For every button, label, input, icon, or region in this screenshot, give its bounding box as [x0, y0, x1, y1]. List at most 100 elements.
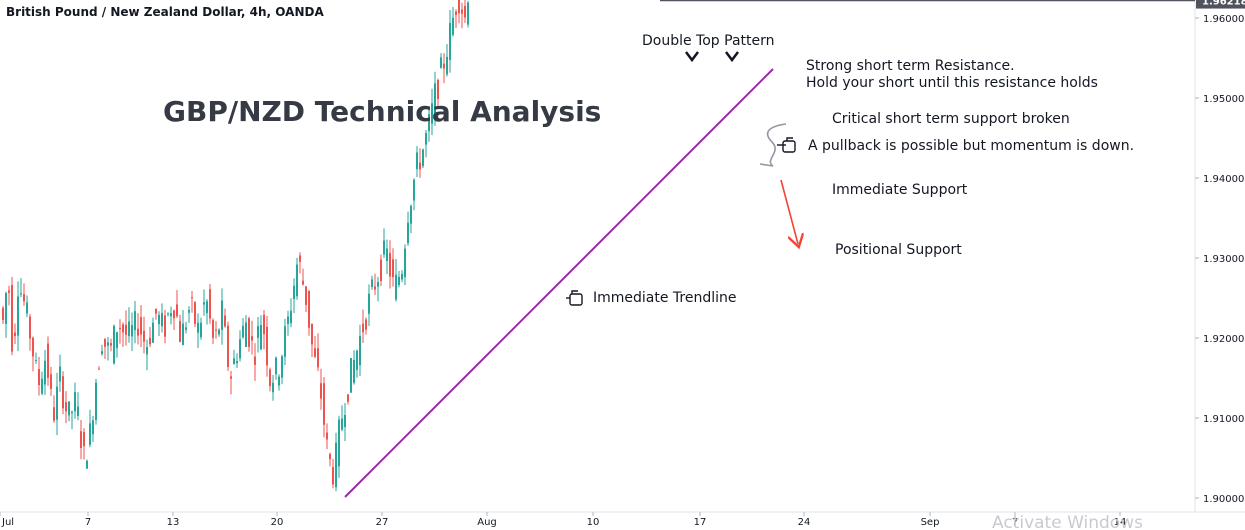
hand-pointer-icon	[777, 137, 796, 153]
candle-body	[197, 322, 199, 333]
candles	[2, 0, 469, 492]
candle-body	[293, 285, 295, 300]
candle-body	[146, 346, 148, 355]
candle-body	[305, 286, 307, 305]
projection-arrow[interactable]	[780, 179, 798, 244]
symbol-header[interactable]: British Pound / New Zealand Dollar, 4h, …	[6, 5, 324, 19]
candle-body	[341, 418, 343, 430]
candle-body	[389, 253, 391, 277]
candle-body	[251, 336, 253, 341]
candle-body	[416, 152, 418, 170]
candle-body	[323, 383, 325, 425]
candle-body	[62, 376, 64, 409]
candle-body	[458, 0, 460, 14]
x-tick-label: 17	[694, 517, 707, 528]
candle-body	[206, 301, 208, 314]
candle-body	[239, 339, 241, 359]
candle-body	[188, 309, 190, 313]
plot-area[interactable]	[0, 0, 1195, 512]
candle-body	[326, 432, 328, 440]
price-axis[interactable]: 1.90000 1.91000 1.92000 1.93000 1.94000 1.950…	[1195, 0, 1244, 505]
candle-body	[446, 56, 448, 75]
candle-body	[383, 240, 385, 255]
candle-body	[257, 325, 259, 338]
candle-body	[353, 359, 355, 383]
candle-body	[260, 325, 262, 350]
candle-body	[233, 358, 235, 364]
candle-body	[221, 300, 223, 330]
candle-body	[377, 282, 379, 287]
candle-body	[179, 321, 181, 342]
candle-body	[122, 324, 124, 333]
candle-body	[245, 322, 247, 347]
candle-body	[5, 292, 7, 324]
candle-body	[395, 274, 397, 300]
candle-body	[11, 284, 13, 352]
candle-body	[407, 222, 409, 244]
double-top-label: Double Top Pattern	[642, 33, 775, 49]
candle-body	[191, 297, 193, 299]
positional-support-label: Positional Support	[835, 242, 962, 258]
candle-body	[329, 453, 331, 460]
candle-body	[236, 360, 238, 364]
pullback-label: A pullback is possible but momentum is d…	[808, 138, 1134, 154]
immediate-trendline[interactable]	[344, 68, 774, 498]
main-title: GBP/NZD Technical Analysis	[163, 95, 601, 128]
candle-body	[140, 317, 142, 335]
candle-body	[185, 327, 187, 330]
candle-body	[53, 407, 55, 421]
candle-body	[152, 322, 154, 343]
x-tick-label: 7	[1012, 517, 1018, 528]
x-tick-label: Sep	[921, 517, 940, 528]
candle-body	[137, 328, 139, 336]
candle-body	[437, 80, 439, 99]
watermark: Activate Windows	[992, 513, 1143, 530]
candle-body	[113, 325, 115, 364]
candle-body	[59, 366, 61, 382]
candle-body	[101, 351, 103, 355]
candle-body	[272, 382, 274, 393]
time-axis[interactable]: Jul 7 13 20 27 Aug 10 17 24 Sep 7 14	[0, 512, 1126, 528]
candle-body	[440, 57, 442, 68]
candle-body	[149, 337, 151, 345]
candle-body	[194, 302, 196, 324]
candle-body	[467, 2, 469, 25]
candle-body	[410, 205, 412, 224]
x-tick-label: 10	[587, 517, 600, 528]
y-tick-label: 1.91000	[1203, 414, 1244, 425]
trendline-label: Immediate Trendline	[593, 290, 737, 306]
candle-body	[263, 314, 265, 335]
candle-body	[428, 114, 430, 132]
y-tick-label: 1.93000	[1203, 254, 1244, 265]
candle-body	[452, 17, 454, 35]
candle-body	[269, 369, 271, 387]
candle-body	[23, 294, 25, 302]
candle-body	[134, 311, 136, 331]
candle-body	[392, 259, 394, 278]
candle-body	[68, 401, 70, 416]
candle-body	[80, 431, 82, 449]
candle-body	[161, 312, 163, 327]
candle-body	[419, 162, 421, 170]
resistance-label-1: Strong short term Resistance.	[806, 58, 1015, 74]
y-tick-label: 1.96000	[1203, 14, 1244, 25]
candle-body	[215, 329, 217, 331]
candle-body	[359, 335, 361, 366]
candle-body	[32, 337, 34, 357]
candle-body	[425, 133, 427, 145]
candle-body	[44, 360, 46, 385]
candle-body	[449, 22, 451, 60]
candle-body	[299, 255, 301, 262]
candle-body	[314, 348, 316, 357]
candle-body	[203, 302, 205, 305]
candle-body	[167, 313, 169, 315]
candle-body	[302, 280, 304, 285]
candle-body	[173, 310, 175, 319]
price-tag-label: 1.96218	[1202, 0, 1245, 8]
candle-body	[125, 324, 127, 335]
candle-body	[404, 248, 406, 278]
candle-body	[350, 358, 352, 393]
candle-body	[218, 329, 220, 335]
candle-body	[74, 392, 76, 412]
